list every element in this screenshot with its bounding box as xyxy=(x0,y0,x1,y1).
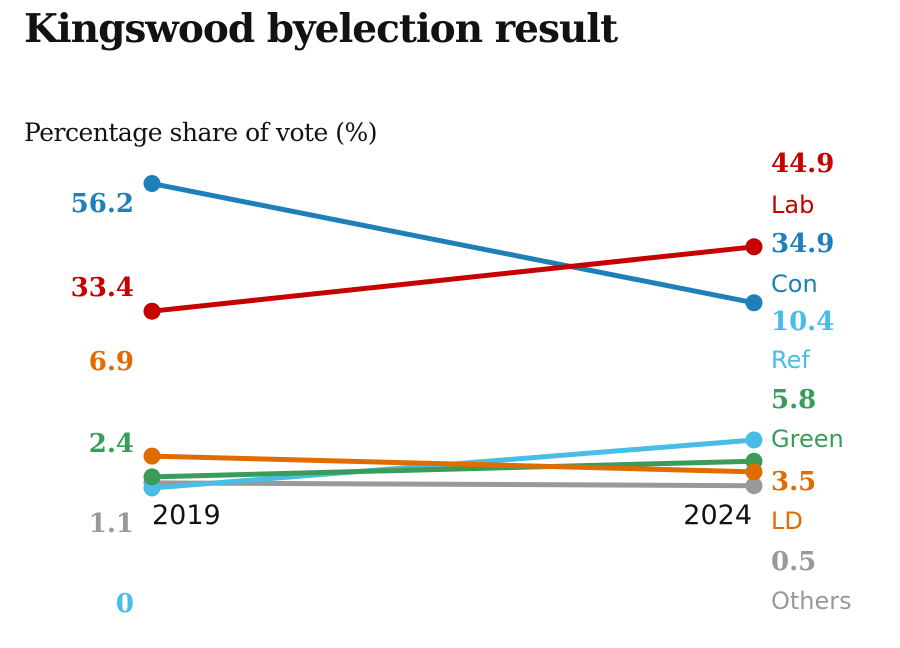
legend-label-green: Green xyxy=(771,425,844,453)
series-line-others xyxy=(149,480,757,489)
series-line-ld xyxy=(149,453,757,475)
legend-label-others: Others xyxy=(771,587,852,615)
x-tick-2019: 2019 xyxy=(152,500,221,531)
value-label-2024-ld: 3.5 xyxy=(771,467,816,497)
value-label-2019-ld: 6.9 xyxy=(89,347,134,377)
value-label-2019-green: 2.4 xyxy=(89,429,134,459)
y-axis-label: Percentage share of vote (%) xyxy=(24,118,378,147)
point-2019-con xyxy=(143,175,161,193)
point-2024-ref xyxy=(745,431,763,449)
series-line-green xyxy=(149,458,757,480)
legend-label-ld: LD xyxy=(771,507,803,535)
point-2019-green xyxy=(143,468,161,486)
value-label-2019-ref: 0 xyxy=(116,589,134,619)
chart-title: Kingswood byelection result xyxy=(24,6,618,52)
legend-label-lab: Lab xyxy=(771,191,814,219)
legend-label-ref: Ref xyxy=(771,346,810,374)
series-points xyxy=(143,175,763,497)
value-label-2024-green: 5.8 xyxy=(771,385,816,415)
value-label-2019-others: 1.1 xyxy=(89,509,134,539)
value-label-2019-lab: 33.4 xyxy=(71,273,134,303)
x-tick-2024: 2024 xyxy=(683,500,752,531)
point-2024-ld xyxy=(745,463,763,481)
point-2024-lab xyxy=(745,238,763,256)
value-label-2024-lab: 44.9 xyxy=(771,149,834,179)
right-value-labels: 34.9 Con 44.9 Lab 3.5 LD 5.8 Green 10.4 Ref 0.5 Oth… xyxy=(771,149,852,615)
value-label-2024-ref: 10.4 xyxy=(771,307,834,337)
value-label-2024-others: 0.5 xyxy=(771,547,816,577)
point-2024-con xyxy=(745,294,763,312)
series-line-con xyxy=(149,181,757,306)
left-value-labels: 56.2 33.4 6.9 2.4 0 1.1 xyxy=(71,189,134,619)
value-label-2019-con: 56.2 xyxy=(71,189,134,219)
legend-label-con: Con xyxy=(771,270,818,298)
series-lines xyxy=(149,181,757,491)
value-label-2024-con: 34.9 xyxy=(771,229,834,259)
point-2019-lab xyxy=(143,302,161,320)
point-2024-others xyxy=(745,477,763,495)
point-2019-ld xyxy=(143,447,161,465)
series-line-lab xyxy=(149,244,757,314)
